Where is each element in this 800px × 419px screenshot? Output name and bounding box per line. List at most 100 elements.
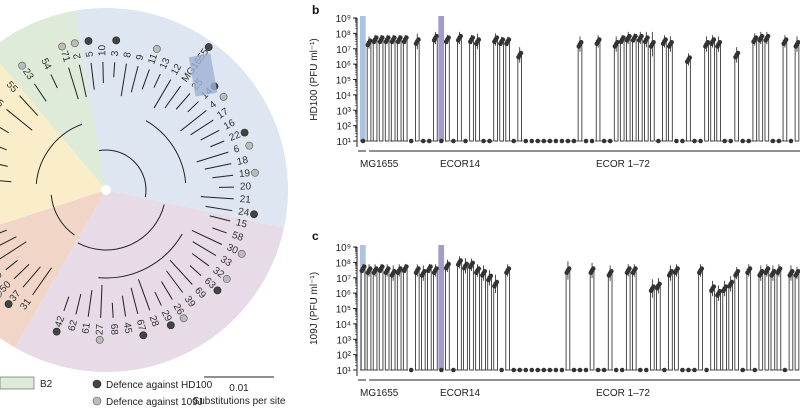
ecor14-band xyxy=(438,245,445,370)
tree-leaf-labels: 2510389111312MG1655251441716226181920212… xyxy=(0,44,252,335)
tree-branch xyxy=(130,287,139,315)
tree-branch xyxy=(121,295,127,317)
bar xyxy=(710,288,715,371)
tree-branch xyxy=(191,253,210,267)
tree-leaf-label: 11 xyxy=(146,52,160,66)
bar xyxy=(595,41,601,142)
replicate-point xyxy=(669,268,674,274)
y-axis-label: 109J (PFU ml⁻¹) xyxy=(309,272,320,345)
replicate-point xyxy=(360,138,366,144)
bar xyxy=(505,270,510,371)
b2-legend-swatch xyxy=(0,376,35,390)
bar xyxy=(457,261,462,371)
replicate-point xyxy=(386,266,391,271)
tree-leaf-label: 19 xyxy=(238,168,251,180)
bar xyxy=(493,39,498,142)
defence-hd100-dot xyxy=(112,36,121,45)
defence-hd100-dot xyxy=(240,128,249,137)
tree-leaf-label: 27 xyxy=(95,323,106,335)
bar xyxy=(384,39,390,142)
tree-branch xyxy=(153,79,172,109)
replicate-point xyxy=(705,39,711,45)
replicate-point xyxy=(470,35,476,40)
replicate-point xyxy=(451,138,456,144)
tree-leaf-label: 12 xyxy=(169,62,184,78)
bar xyxy=(710,41,715,142)
defence-109j-dot xyxy=(219,92,228,101)
tree-branch xyxy=(22,266,41,288)
replicate-point xyxy=(722,138,727,144)
bar xyxy=(668,43,673,142)
tree-leaf-label: 3 xyxy=(110,50,121,57)
replicate-point xyxy=(506,266,512,271)
replicate-point xyxy=(529,367,535,373)
bar xyxy=(378,268,384,371)
replicate-point xyxy=(578,39,584,45)
tree-branch xyxy=(187,101,199,113)
replicate-point xyxy=(553,367,559,373)
tree-branch xyxy=(6,109,33,131)
replicate-point xyxy=(728,138,733,144)
bar xyxy=(758,272,764,371)
109j-legend-label: Defence against 109J xyxy=(106,397,203,408)
tree-branch xyxy=(191,229,223,245)
bar xyxy=(782,41,788,142)
replicate-point xyxy=(692,367,697,373)
replicate-point xyxy=(398,35,403,40)
bar xyxy=(469,39,474,142)
bar xyxy=(794,272,800,371)
ecor-range-label: ECOR 1–72 xyxy=(596,159,650,170)
replicate-point xyxy=(535,138,541,144)
tree-branch xyxy=(164,85,182,109)
replicate-point xyxy=(613,367,619,373)
bar xyxy=(746,270,752,371)
y-tick-label: 10⁹ xyxy=(336,14,351,25)
replicate-point xyxy=(770,138,776,144)
tree-branch xyxy=(13,263,30,280)
bar xyxy=(499,41,504,142)
replicate-point xyxy=(657,281,662,287)
tree-branch xyxy=(161,281,173,300)
y-tick-label: 10³ xyxy=(337,335,352,346)
mg1655-label: MG1655 xyxy=(360,159,399,170)
defence-hd100-dot xyxy=(52,327,61,336)
tree-leaf-label: 15 xyxy=(235,217,249,230)
scale-unit: Substitutions per site xyxy=(193,396,286,407)
defence-hd100-dot xyxy=(213,286,222,295)
mg1655-band xyxy=(360,16,366,141)
y-tick-label: 10¹ xyxy=(337,137,352,148)
tree-leaf-label: 58 xyxy=(230,230,245,244)
replicate-point xyxy=(777,266,783,271)
replicate-point xyxy=(416,266,421,271)
tree-branch xyxy=(212,174,234,179)
y-tick-label: 10⁴ xyxy=(336,91,351,102)
tree-leaf-label: 5 xyxy=(84,50,96,57)
tree-branch xyxy=(63,296,70,312)
replicate-point xyxy=(607,138,613,144)
tree-leaf-label: 24 xyxy=(237,206,250,219)
replicate-point xyxy=(589,138,595,144)
tree-legend: B2 Defence against HD100 Defence against… xyxy=(0,376,286,408)
bar xyxy=(686,59,691,142)
y-tick-label: 10⁶ xyxy=(336,289,351,300)
bar xyxy=(366,42,372,142)
bar xyxy=(433,37,438,142)
y-tick-label: 10⁶ xyxy=(336,60,351,71)
replicate-point xyxy=(404,35,409,40)
replicate-point xyxy=(566,266,572,271)
replicate-point xyxy=(373,35,379,40)
replicate-point xyxy=(518,50,524,56)
replicate-point xyxy=(759,33,765,39)
replicate-point xyxy=(627,266,632,271)
defence-109j-dot xyxy=(152,44,161,53)
replicate-point xyxy=(686,367,691,373)
y-tick-label: 10¹ xyxy=(337,366,352,377)
bar xyxy=(487,277,492,371)
bar xyxy=(674,270,679,371)
replicate-point xyxy=(644,367,649,373)
tree-branch xyxy=(175,93,191,110)
tree-branch xyxy=(212,227,227,234)
y-tick-label: 10⁷ xyxy=(336,274,351,285)
tree-branch xyxy=(180,110,207,132)
bar xyxy=(644,39,649,142)
